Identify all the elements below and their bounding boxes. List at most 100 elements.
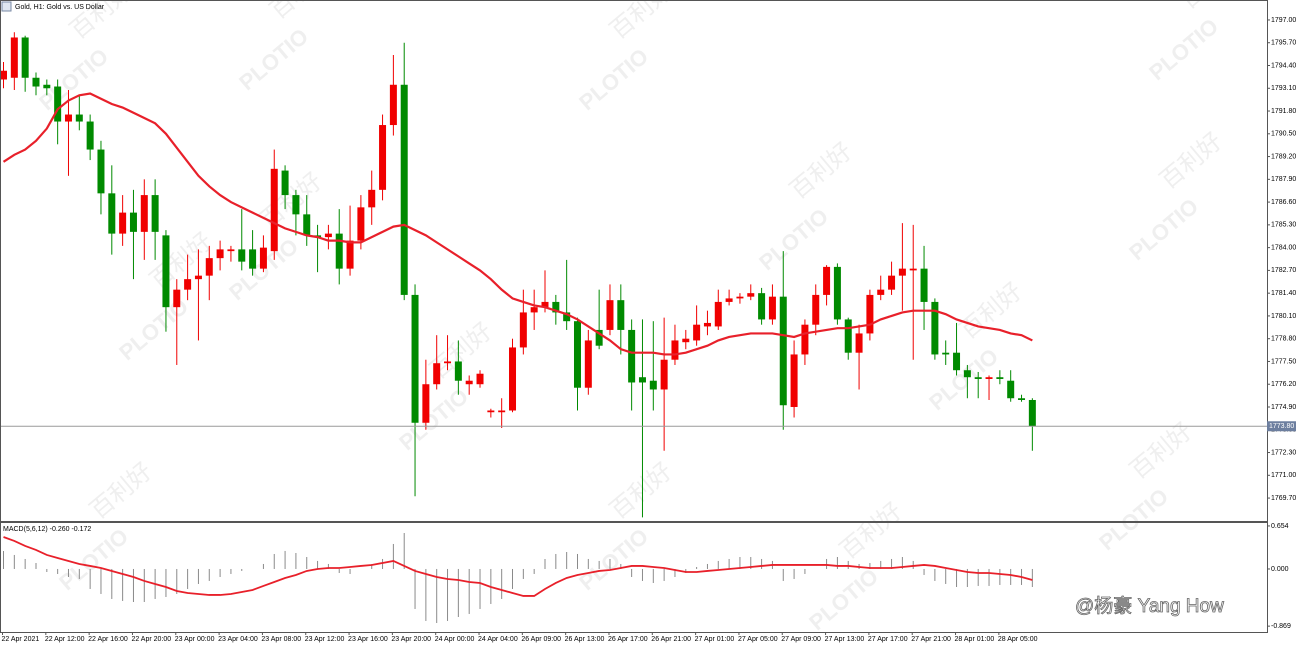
candle-body <box>649 380 657 390</box>
candle-body <box>162 235 170 308</box>
x-tick-label: 26 Apr 21:00 <box>651 636 691 643</box>
candle-body <box>725 298 733 302</box>
candle-body <box>541 301 549 308</box>
candle-body <box>693 324 701 341</box>
x-tick-label: 27 Apr 21:00 <box>911 636 951 643</box>
candle-body <box>530 307 538 313</box>
candle-body <box>54 86 62 122</box>
candle-body <box>292 195 300 215</box>
candle-body <box>703 322 711 327</box>
y-tick-label: 0.000 <box>1271 566 1289 573</box>
candle-body <box>194 275 202 280</box>
candle-body <box>584 340 592 388</box>
y-tick-label: 1787.90 <box>1271 176 1296 183</box>
x-tick-label: 23 Apr 16:00 <box>348 636 388 643</box>
candle-body <box>898 268 906 276</box>
candle-body <box>866 294 874 334</box>
candle-body <box>357 207 365 241</box>
y-tick-label: 1797.00 <box>1271 17 1296 24</box>
symbol-icon <box>1 1 12 12</box>
candle-body <box>465 380 473 385</box>
candle-body <box>108 193 116 234</box>
candle-body <box>43 84 51 89</box>
candle-body <box>400 84 408 295</box>
candle-body <box>638 377 646 383</box>
candle-body <box>682 338 690 343</box>
candle-body <box>129 212 137 232</box>
x-tick-label: 23 Apr 00:00 <box>175 636 215 643</box>
candle-body <box>660 359 668 390</box>
x-tick-label: 22 Apr 2021 <box>2 636 40 643</box>
x-tick-label: 23 Apr 08:00 <box>261 636 301 643</box>
y-tick-label: 1777.50 <box>1271 358 1296 365</box>
candle-body <box>595 329 603 346</box>
candle-body <box>768 296 776 320</box>
candle-body <box>249 249 257 269</box>
y-tick-label: 1781.40 <box>1271 290 1296 297</box>
candle-body <box>86 121 94 150</box>
candle-body <box>877 289 885 295</box>
y-tick-label: 1793.10 <box>1271 85 1296 92</box>
candle-body <box>346 240 354 269</box>
y-tick-label: 1774.90 <box>1271 404 1296 411</box>
candle-body <box>444 361 452 364</box>
candle-body <box>259 247 267 269</box>
candle-body <box>714 301 722 327</box>
candle-body <box>617 300 625 330</box>
y-tick-label: -0.869 <box>1271 623 1291 630</box>
y-tick-label: 1780.10 <box>1271 313 1296 320</box>
candle-body <box>1028 399 1036 427</box>
y-tick-label: 1784.00 <box>1271 244 1296 251</box>
x-tick-label: 22 Apr 12:00 <box>45 636 85 643</box>
candle-body <box>573 321 581 388</box>
candle-body <box>270 168 278 252</box>
candle-body <box>32 77 40 87</box>
x-tick-label: 23 Apr 04:00 <box>218 636 258 643</box>
candle-body <box>606 300 614 330</box>
y-tick-label: 1782.70 <box>1271 267 1296 274</box>
candle-body <box>855 333 863 353</box>
candle-body <box>281 170 289 196</box>
candle-body <box>433 363 441 385</box>
candle-body <box>205 258 213 276</box>
x-tick-label: 22 Apr 16:00 <box>88 636 128 643</box>
candle-body <box>64 114 72 122</box>
candle-body <box>173 289 181 308</box>
candle-body <box>97 149 105 194</box>
x-tick-label: 27 Apr 09:00 <box>781 636 821 643</box>
candle-body <box>833 266 841 320</box>
candle-body <box>963 370 971 378</box>
candle-body <box>238 249 246 262</box>
x-tick-label: 26 Apr 09:00 <box>521 636 561 643</box>
candle-body <box>844 319 852 353</box>
candle-body <box>411 294 419 423</box>
candle-body <box>498 410 506 413</box>
candle-body <box>909 268 917 271</box>
y-tick-label: 1772.30 <box>1271 449 1296 456</box>
candle-body <box>184 279 192 290</box>
candle-body <box>0 70 7 80</box>
candle-body <box>509 347 517 411</box>
candle-body <box>953 352 961 371</box>
candle-body <box>487 410 495 413</box>
y-tick-label: 1786.60 <box>1271 199 1296 206</box>
y-tick-label: 1776.20 <box>1271 381 1296 388</box>
x-tick-label: 28 Apr 05:00 <box>998 636 1038 643</box>
candle-body <box>812 294 820 325</box>
y-tick-label: 1789.20 <box>1271 153 1296 160</box>
candle-body <box>368 189 376 208</box>
candle-body <box>1018 398 1026 400</box>
candle-body <box>335 233 343 269</box>
x-tick-label: 27 Apr 05:00 <box>738 636 778 643</box>
last-price-box <box>1267 421 1296 432</box>
candle-body <box>996 377 1004 379</box>
y-tick-label: 1791.80 <box>1271 108 1296 115</box>
candle-body <box>920 268 928 302</box>
candle-body <box>140 195 148 232</box>
candle-body <box>151 195 159 232</box>
y-tick-label: 1769.70 <box>1271 495 1296 502</box>
y-tick-label: 1790.50 <box>1271 131 1296 138</box>
candle-body <box>454 361 462 381</box>
candle-body <box>227 249 235 252</box>
